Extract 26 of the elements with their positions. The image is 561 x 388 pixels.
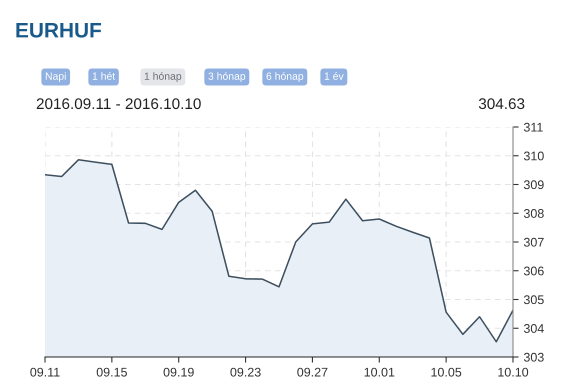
- x-tick-label: 09.19: [164, 368, 194, 377]
- x-tick-label: 09.23: [230, 368, 261, 377]
- y-tick-label: 309: [524, 180, 544, 190]
- text: 1 hét: [92, 72, 116, 80]
- text: 3 hónap: [208, 72, 246, 82]
- x-tick-label: 10.10: [498, 368, 528, 377]
- text: 6 hónap: [266, 72, 304, 82]
- text: 304.63: [478, 98, 524, 110]
- text: 1 év: [324, 72, 344, 80]
- chart-title: EURHUF: [16, 23, 102, 38]
- x-tick-label: 10.05: [431, 368, 462, 377]
- y-tick-label: 305: [524, 295, 544, 304]
- y-tick-label: 310: [524, 152, 544, 160]
- y-tick-label: 308: [524, 209, 544, 218]
- y-tick-label: 306: [524, 266, 544, 276]
- text: 2016.09.11 - 2016.10.10: [36, 98, 201, 110]
- text: 1 hónap: [144, 72, 182, 82]
- y-tick-label: 303: [524, 352, 544, 362]
- x-tick-label: 09.11: [30, 368, 60, 377]
- y-tick-label: 307: [524, 238, 544, 247]
- text: Napi: [46, 72, 66, 82]
- x-tick-label: 09.27: [297, 368, 328, 377]
- y-tick-label: 311: [524, 122, 543, 132]
- y-tick-label: 304: [524, 324, 544, 333]
- x-tick-label: 10.01: [364, 368, 394, 377]
- x-tick-label: 09.15: [96, 368, 127, 377]
